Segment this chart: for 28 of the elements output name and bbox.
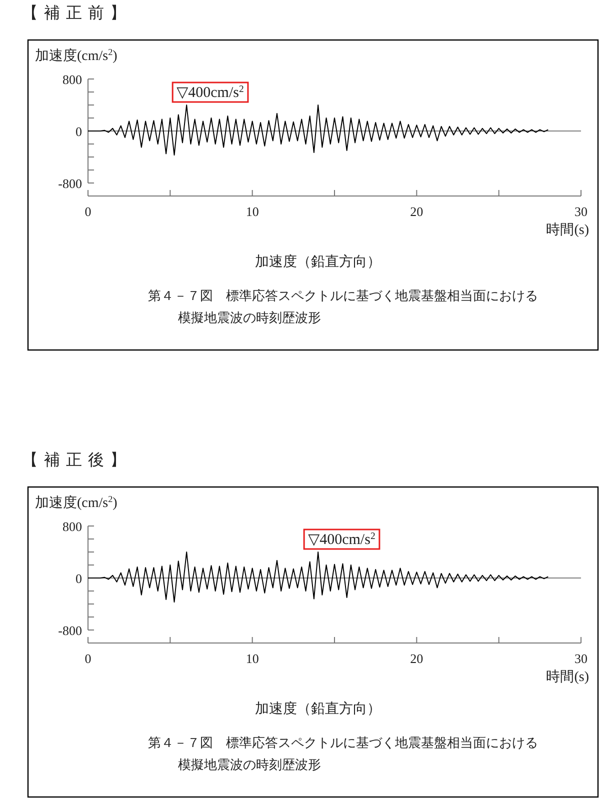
text: 模擬地震波の時刻歴波形 [178,310,321,325]
x-tick-label: 10 [246,651,259,666]
y-axis-title: 加速度(cm/s$^{2}$) [35,494,118,511]
text: 第４－７図 標準応答スペクトルに基づく地震基盤相当面における [148,288,538,303]
text: 模擬地震波の時刻歴波形 [178,757,321,772]
annotation: ▽400cm/s$^{2}$ [308,530,376,548]
text: 第４－７図 標準応答スペクトルに基づく地震基盤相当面における [148,735,538,750]
text: 加速度（鉛直方向） [255,701,381,717]
x-tick-label: 10 [246,204,259,219]
x-axis-title: 時間(s) [546,669,590,685]
y-tick-label: 0 [76,124,82,139]
y-tick-label: 0 [76,571,82,586]
x-tick-label: 30 [574,651,588,666]
line-series [88,552,549,603]
chart-title: 【 補 正 前 】 [22,4,127,22]
y-tick-label: -800 [58,623,82,638]
y-tick-label: 800 [62,72,82,87]
y-tick-label: -800 [58,176,82,191]
x-tick-label: 20 [410,204,424,219]
x-axis-title: 時間(s) [546,222,590,238]
line-series [88,104,549,156]
annotation: ▽400cm/s$^{2}$ [176,84,244,101]
x-tick-label: 30 [574,204,588,219]
text: 加速度（鉛直方向） [255,254,381,270]
y-axis-title: 加速度(cm/s$^{2}$) [35,47,118,64]
chart-title: 【 補 正 後 】 [22,451,127,469]
x-tick-label: 20 [410,651,424,666]
y-tick-label: 800 [62,519,82,534]
